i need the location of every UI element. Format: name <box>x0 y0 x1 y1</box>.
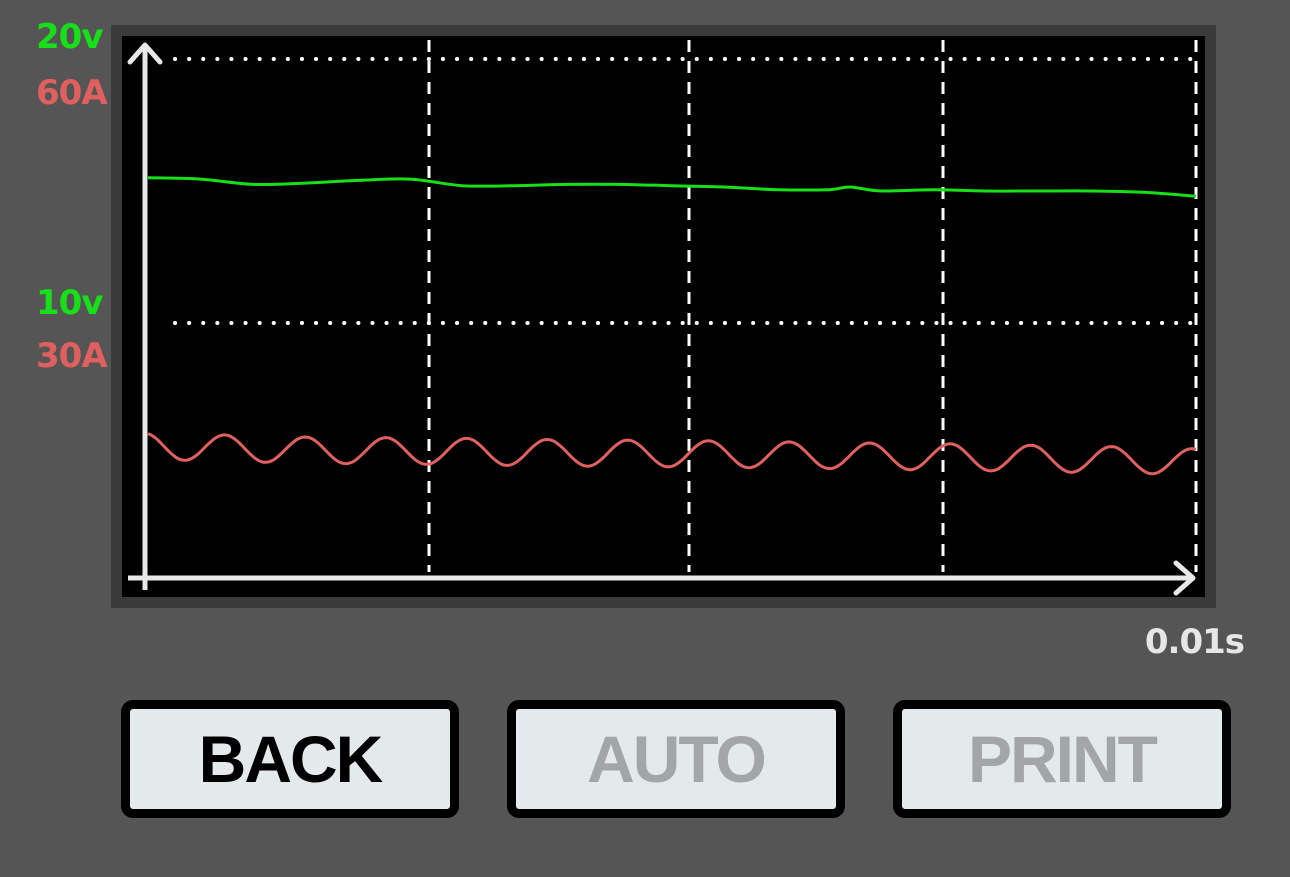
y-axis-arrow <box>127 42 163 65</box>
current-trace <box>147 432 1197 476</box>
x-axis-arrow <box>1173 560 1196 596</box>
y-axis-top-amp-label: 60A <box>36 73 108 113</box>
y-axis-top-volt-label: 20v <box>36 17 103 57</box>
y-axis-mid-amp-label: 30A <box>36 336 108 376</box>
x-axis-time-label: 0.01s <box>1144 622 1245 662</box>
back-button[interactable]: BACK <box>121 700 459 818</box>
y-axis-mid-volt-label: 10v <box>36 283 103 323</box>
print-button[interactable]: PRINT <box>893 700 1231 818</box>
auto-button[interactable]: AUTO <box>507 700 845 818</box>
plot-area <box>122 36 1205 597</box>
voltage-trace <box>147 176 1197 198</box>
